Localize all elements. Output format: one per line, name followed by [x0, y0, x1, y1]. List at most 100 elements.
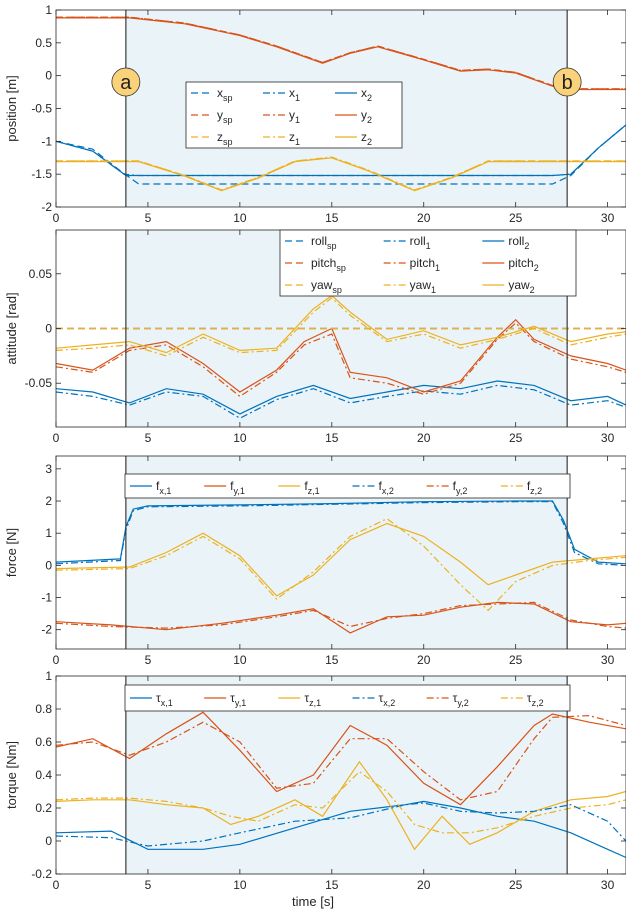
y-tick-label: -1 [41, 591, 52, 605]
series-f-z2-line [56, 518, 626, 612]
series-z-2-line [56, 157, 626, 192]
legend-entry-label: xsp [217, 86, 233, 103]
legend-entry-label: x2 [361, 86, 372, 103]
x-tick-label: 30 [601, 211, 615, 225]
series-f-y1-line [56, 601, 626, 634]
legend-box [185, 81, 403, 149]
y-tick-label: -1.5 [31, 167, 52, 181]
x-tick-label: 20 [417, 653, 431, 667]
panel-1: 0 5 10 15 20 25 30 -2 -1.5 -1 -0.5 0 0.5 1 position [m… [4, 3, 626, 225]
y-tick-label: -2 [41, 623, 52, 637]
series-t-z2-line [56, 770, 626, 834]
legend-entry-label: x1 [289, 86, 300, 103]
series-f-x1-line [56, 500, 626, 565]
legend: xsp x1 x2 ysp y1 y2 zsp z1 z2 [185, 81, 403, 149]
legend: fx,1 fy,1 fz,1 fx,2 fy,2 fz,2 [124, 473, 571, 499]
y-tick-label: 1 [45, 669, 52, 683]
x-tick-label: 25 [509, 431, 523, 445]
phase-marker-a: a [111, 67, 141, 97]
legend-entry-label: rollsp [311, 234, 337, 251]
y-tick-label: 0 [45, 834, 52, 848]
series-f-z1-line [56, 522, 626, 597]
axes-box [55, 455, 626, 650]
x-tick-label: 15 [325, 653, 339, 667]
series-t-y1-line [56, 711, 626, 806]
legend: rollsp roll1 roll2 pitchsp pitch1 pitch2 yawsp… [279, 229, 577, 297]
legend-entry-label: roll1 [410, 234, 431, 251]
legend-entry-label: pitchsp [311, 256, 346, 273]
x-tick-label: 5 [145, 878, 152, 892]
legend-entry-label: yawsp [311, 278, 342, 295]
series-y-2-line [56, 17, 626, 91]
y-tick-label: -1 [41, 134, 52, 148]
x-tick-label: 5 [145, 431, 152, 445]
x-tick-label: 15 [325, 431, 339, 445]
series-pitch-1-line [56, 322, 626, 398]
y-tick-label: 0.6 [35, 735, 52, 749]
phase-marker-b: b [552, 67, 582, 97]
legend-entry-label: yaw1 [410, 278, 436, 295]
x-tick-label: 20 [417, 431, 431, 445]
x-tick-label: 10 [233, 431, 247, 445]
x-tick-label: 0 [53, 431, 60, 445]
y-tick-label: 1 [45, 526, 52, 540]
y-tick-label: 3 [45, 462, 52, 476]
x-tick-label: 0 [53, 878, 60, 892]
y-tick-label: 0.5 [35, 36, 52, 50]
marker-circle [552, 67, 582, 97]
y-tick-label: -0.5 [31, 102, 52, 116]
x-tick-label: 5 [145, 653, 152, 667]
legend-box [124, 684, 571, 712]
y-tick-label: 0 [45, 322, 52, 336]
legend-entry-label: fy,2 [453, 479, 468, 496]
legend-entry-label: fx,2 [379, 479, 394, 496]
y-tick-label: 0.2 [35, 801, 52, 815]
legend-entry-label: y2 [361, 108, 372, 125]
legend-entry-label: pitch1 [410, 256, 440, 273]
legend-entry-label: yaw2 [508, 278, 534, 295]
legend-entry-label: τz,1 [304, 691, 321, 708]
series-f-y2-line [56, 601, 626, 629]
series-yaw-1-line [56, 297, 626, 357]
x-tick-label: 10 [233, 211, 247, 225]
x-tick-label: 25 [509, 653, 523, 667]
y-tick-label: -0.05 [25, 376, 53, 390]
legend-entry-label: zsp [217, 130, 233, 147]
x-axis-label: time [s] [292, 894, 334, 909]
series-t-x2-line [56, 802, 626, 847]
legend-entry-label: τy,1 [230, 691, 246, 708]
x-tick-label: 20 [417, 878, 431, 892]
x-tick-label: 0 [53, 211, 60, 225]
y-tick-label: 0.8 [35, 702, 52, 716]
y-tick-label: 1 [45, 3, 52, 17]
panel-3: 0 5 10 15 20 25 30 -2 -1 0 1 2 3 force [N] fx,1 fy,1 fz,… [4, 455, 626, 667]
legend-entry-label: fz,2 [527, 479, 542, 496]
series-roll-2-line [56, 380, 626, 415]
series-pitch-2-line [56, 318, 626, 393]
y-tick-label: -0.2 [31, 867, 52, 881]
y-tick-label: 0.4 [35, 768, 52, 782]
marker-label: b [562, 72, 573, 94]
series-y-1-line [56, 16, 626, 90]
series-t-x1-line [56, 800, 626, 859]
series-f-x2-line [56, 501, 626, 566]
x-tick-label: 10 [233, 878, 247, 892]
marker-circle [111, 67, 141, 97]
x-tick-label: 0 [53, 653, 60, 667]
y-tick-label: 0.05 [29, 267, 53, 281]
legend-entry-label: fy,1 [230, 479, 245, 496]
y-tick-label: -2 [41, 200, 52, 214]
legend-entry-label: τx,1 [156, 691, 173, 708]
legend-entry-label: fx,1 [156, 479, 171, 496]
series-t-y2-line [56, 714, 626, 801]
legend: τx,1 τy,1 τz,1 τx,2 τy,2 τz,2 [124, 684, 571, 712]
series-roll-1-line [56, 384, 626, 419]
x-tick-label: 25 [509, 211, 523, 225]
x-tick-label: 30 [601, 431, 615, 445]
x-tick-label: 20 [417, 211, 431, 225]
y-tick-label: 0 [45, 558, 52, 572]
marker-label: a [120, 72, 132, 94]
series-x-2-line [56, 124, 626, 177]
